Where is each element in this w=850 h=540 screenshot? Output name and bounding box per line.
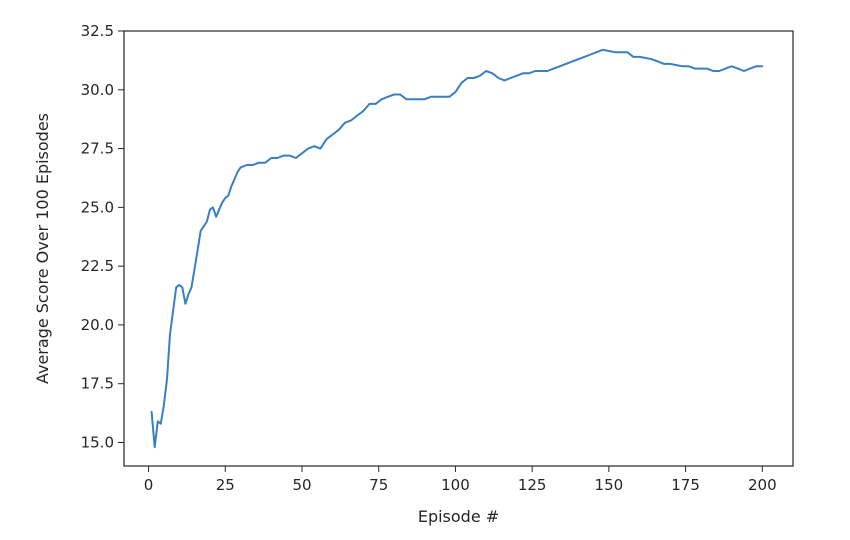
x-tick-label: 25 xyxy=(216,476,235,494)
x-tick-label: 75 xyxy=(369,476,388,494)
x-axis: 0 25 50 75 100 125 150 175 200 xyxy=(144,466,777,494)
y-tick-label: 30.0 xyxy=(81,81,114,99)
y-tick-label: 27.5 xyxy=(81,140,114,158)
x-axis-label: Episode # xyxy=(418,507,499,526)
x-tick-label: 175 xyxy=(671,476,700,494)
y-tick-label: 15.0 xyxy=(81,433,114,451)
x-tick-label: 200 xyxy=(748,476,777,494)
y-tick-label: 17.5 xyxy=(81,375,114,393)
y-tick-label: 25.0 xyxy=(81,198,114,216)
series-line xyxy=(150,48,764,449)
x-tick-label: 50 xyxy=(292,476,311,494)
x-tick-label: 0 xyxy=(144,476,154,494)
y-tick-label: 22.5 xyxy=(81,257,114,275)
x-tick-label: 125 xyxy=(518,476,547,494)
plot-area-frame xyxy=(123,30,794,467)
x-tick-label: 100 xyxy=(441,476,470,494)
y-axis: 15.0 17.5 20.0 22.5 25.0 27.5 30.0 32.5 xyxy=(81,22,124,451)
y-tick-label: 32.5 xyxy=(81,22,114,40)
y-tick-label: 20.0 xyxy=(81,316,114,334)
x-tick-label: 150 xyxy=(595,476,624,494)
y-axis-label: Average Score Over 100 Episodes xyxy=(33,113,52,384)
